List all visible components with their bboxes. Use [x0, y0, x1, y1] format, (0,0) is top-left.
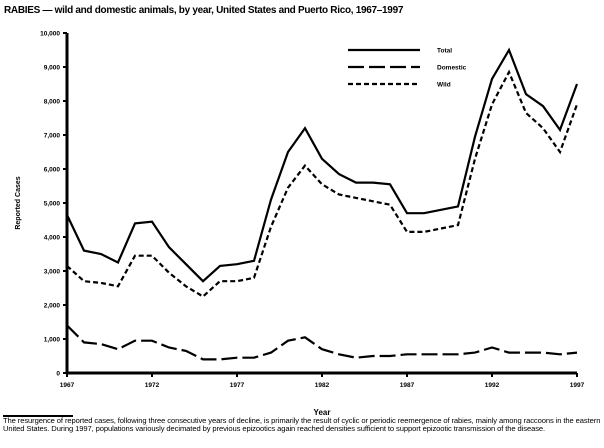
y-tick-label: 4,000 [44, 235, 61, 242]
y-tick-label: 2,000 [44, 303, 61, 310]
y-tick-label: 8,000 [44, 99, 61, 106]
y-tick-label: 7,000 [44, 133, 61, 140]
series-line-total [66, 47, 579, 283]
chart-title: RABIES — wild and domestic animals, by y… [4, 5, 404, 16]
x-tick-label: 1967 [60, 382, 75, 389]
x-tick-label: 1972 [145, 382, 160, 389]
y-tick-label: 10,000 [40, 31, 60, 38]
x-tick-label: 1982 [315, 382, 330, 389]
y-axis-label: Reported Cases [15, 176, 22, 229]
y-tick-label: 3,000 [44, 269, 61, 276]
x-tick-label: 1977 [230, 382, 245, 389]
x-axis-label: Year [314, 408, 331, 417]
footnote-rule [3, 415, 73, 417]
series-line-domestic [66, 324, 578, 361]
x-tick-label: 1992 [485, 382, 500, 389]
y-tick-label: 6,000 [44, 167, 61, 174]
legend-label-domestic: Domestic [437, 65, 467, 72]
y-tick-label: 1,000 [44, 337, 61, 344]
x-tick-label: 1987 [400, 382, 415, 389]
y-tick-label: 5,000 [44, 201, 61, 208]
legend-label-total: Total [437, 48, 452, 55]
x-tick-label: 1997 [570, 382, 585, 389]
footnote: The resurgence of reported cases, follow… [3, 416, 601, 434]
y-tick-label: 9,000 [44, 65, 61, 72]
legend-label-wild: Wild [437, 82, 451, 89]
y-tick-label: 0 [56, 371, 60, 378]
